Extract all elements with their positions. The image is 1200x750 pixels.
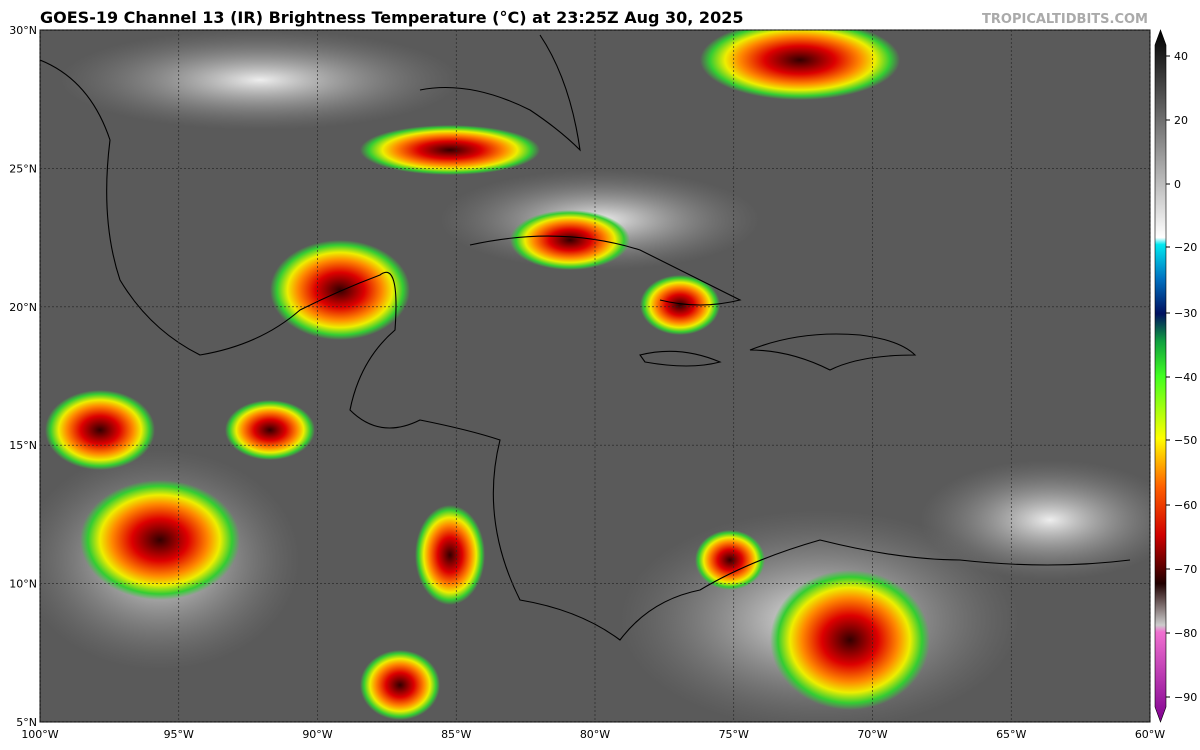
colorbar-label: 40 [1174,50,1188,63]
lon-label: 85°W [441,728,471,741]
lon-label: 95°W [164,728,194,741]
lon-label: 75°W [719,728,749,741]
colorbar-label: −20 [1174,241,1197,254]
colorbar-label: 0 [1174,178,1181,191]
lat-label: 20°N [9,301,37,314]
colorbar-label: −70 [1174,563,1197,576]
lon-label: 100°W [21,728,58,741]
credit: TROPICALTIDBITS.COM [982,12,1148,27]
title: GOES-19 Channel 13 (IR) Brightness Tempe… [40,8,743,27]
lon-label: 65°W [996,728,1026,741]
colorbar-label: −40 [1174,371,1197,384]
lat-label: 10°N [9,578,37,591]
colorbar-label: −30 [1174,307,1197,320]
lat-label: 15°N [9,439,37,452]
lat-label: 30°N [9,24,37,37]
colorbar [1154,29,1167,723]
colorbar-label: 20 [1174,114,1188,127]
lon-label: 90°W [302,728,332,741]
colorbar-label: −80 [1174,627,1197,640]
imagery [40,30,1150,722]
colorbar-label: −60 [1174,499,1197,512]
colorbar-label: −90 [1174,691,1197,704]
lat-label: 5°N [16,716,37,729]
lon-label: 60°W [1135,728,1165,741]
colorbar-label: −50 [1174,434,1197,447]
lat-label: 25°N [9,162,37,175]
lon-label: 70°W [857,728,887,741]
lon-label: 80°W [580,728,610,741]
